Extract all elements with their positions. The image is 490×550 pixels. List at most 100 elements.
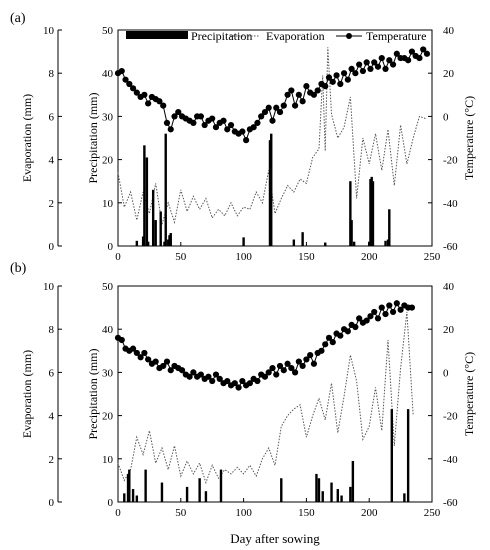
legend-precipitation-swatch [126, 31, 188, 39]
temperature-point [246, 380, 253, 387]
precipitation-bar [349, 486, 352, 502]
temperature-point [408, 304, 416, 311]
precipitation-bar [270, 133, 273, 246]
precipitation-bar [126, 473, 130, 502]
precipitation-bar [340, 495, 343, 502]
temperature-point [201, 121, 208, 129]
temperature-point [133, 89, 140, 96]
temp-tick-label: 40 [443, 25, 455, 37]
temperature-point [367, 313, 374, 320]
precipitation-bar [141, 236, 145, 246]
evap-tick-label: 6 [49, 367, 55, 379]
temp-tick-label: -40 [443, 454, 458, 466]
precipitation-bar [369, 179, 372, 246]
precipitation-bar [384, 240, 387, 246]
temperature-point [209, 115, 216, 122]
precipitation-bar [351, 460, 355, 502]
precipitation-bar [154, 220, 157, 246]
evap-tick-label: 8 [49, 68, 55, 80]
precip-tick-label: 50 [102, 281, 114, 293]
temperature-point [273, 371, 280, 378]
temperature-point [276, 362, 284, 370]
temperature-point [325, 334, 333, 341]
evap-tick-label: 8 [49, 324, 55, 336]
temperature-point [340, 70, 348, 77]
temperature-point [363, 59, 370, 66]
temperature-point [205, 373, 212, 380]
precipitation-bar [317, 478, 321, 502]
temperature-point [209, 377, 216, 385]
precip-tick-label: 0 [108, 241, 114, 253]
precipitation-bar [370, 176, 373, 246]
temperature-point [118, 67, 125, 75]
temperature-point [265, 369, 272, 376]
precip-tick-label: 40 [102, 324, 114, 336]
temperature-point [288, 87, 295, 94]
temperature-point [216, 375, 223, 382]
temperature-point [288, 364, 295, 372]
x-tick-label: 150 [298, 251, 315, 263]
x-tick-label: 50 [175, 507, 187, 519]
legend-temperature-marker [346, 33, 352, 39]
precipitation-bar [219, 469, 223, 502]
temperature-point [405, 57, 412, 64]
x-tick-label: 50 [175, 251, 187, 263]
temperature-point [389, 308, 397, 316]
precipitation-bar [163, 241, 166, 246]
plot-frame [117, 29, 433, 247]
temperature-point [314, 87, 321, 94]
temperature-point [352, 70, 359, 77]
temp-axis-title: Temperature (°C) [462, 96, 476, 180]
temperature-point [303, 356, 310, 363]
precip-tick-label: 20 [102, 155, 114, 167]
temperature-point [408, 48, 416, 55]
temperature-point [265, 104, 272, 111]
precipitation-bar [167, 239, 170, 246]
precipitation-bar [185, 486, 189, 502]
temp-tick-label: -60 [443, 241, 458, 253]
temp-tick-label: 40 [443, 281, 455, 293]
temp-tick-label: -20 [443, 411, 458, 423]
precipitation-bar [368, 241, 371, 246]
temperature-point [310, 91, 318, 98]
x-tick-label: 100 [235, 507, 252, 519]
temp-tick-label: 0 [443, 367, 449, 379]
temperature-point [378, 304, 385, 311]
x-tick-label: 200 [361, 251, 378, 263]
precipitation-bar [386, 239, 390, 246]
temperature-point [122, 76, 129, 83]
temp-tick-label: -60 [443, 497, 458, 509]
precipitation-bar [349, 181, 352, 246]
evap-tick-label: 2 [49, 454, 55, 466]
legend-temperature-label: Temperature [366, 29, 426, 43]
temperature-point [197, 113, 204, 120]
temperature-point [145, 100, 152, 107]
precipitation-bar [143, 145, 146, 246]
temperature-point [386, 302, 393, 309]
temperature-point [129, 345, 137, 352]
temperature-point [329, 339, 336, 346]
temperature-point [212, 371, 220, 378]
temperature-point [190, 369, 197, 376]
precipitation-bar [292, 239, 296, 246]
temperature-point [284, 360, 291, 367]
temperature-point [322, 83, 329, 90]
temperature-point [163, 119, 171, 126]
temperature-point [167, 126, 174, 133]
temperature-point [254, 119, 261, 126]
temperature-point [133, 349, 140, 357]
panel-label: (b) [10, 261, 27, 276]
x-tick-label: 100 [235, 251, 252, 263]
temperature-point [337, 332, 344, 339]
temperature-point [129, 85, 137, 92]
temperature-point [178, 367, 186, 374]
temperature-point [220, 117, 227, 124]
precipitation-bar [336, 489, 339, 502]
temp-tick-label: 0 [443, 111, 449, 123]
precip-tick-label: 50 [102, 25, 114, 37]
temperature-point [145, 356, 152, 363]
temperature-point [160, 102, 167, 109]
precipitation-bar [321, 491, 324, 502]
temperature-point [378, 54, 385, 62]
x-axis-title: Day after sowing [230, 531, 320, 546]
